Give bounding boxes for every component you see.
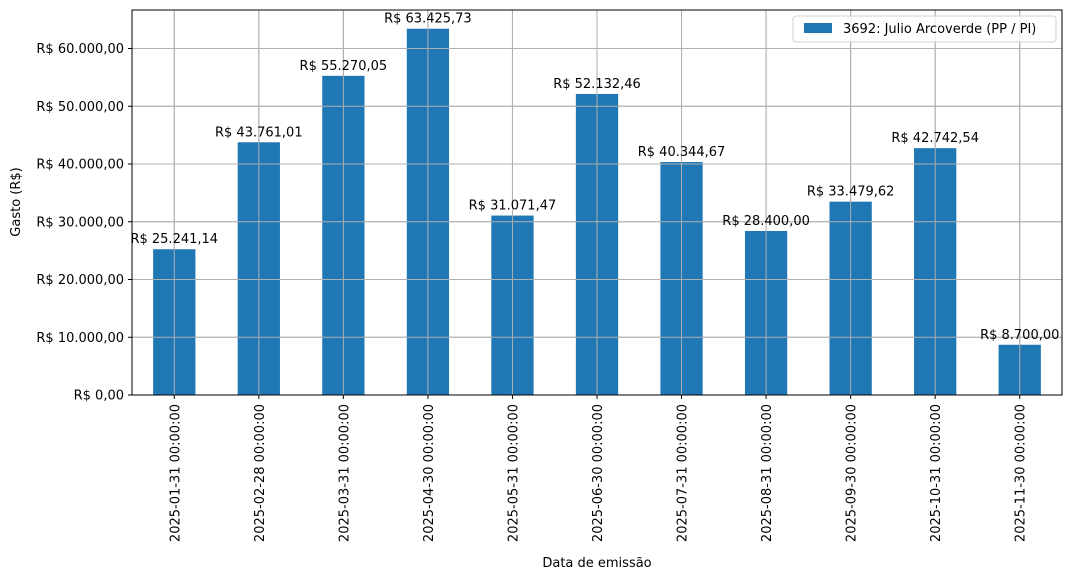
bar-value-label: R$ 33.479,62: [807, 185, 895, 200]
x-tick-label: 2025-08-31 00:00:00: [760, 404, 775, 542]
x-tick-label: 2025-03-31 00:00:00: [337, 404, 352, 542]
y-axis-label: Gasto (R$): [9, 167, 24, 236]
x-tick-label: 2025-06-30 00:00:00: [591, 404, 606, 542]
x-tick-label: 2025-09-30 00:00:00: [845, 404, 860, 542]
bar-value-label: R$ 63.425,73: [384, 12, 472, 27]
y-tick-label: R$ 40.000,00: [36, 158, 124, 173]
x-tick-label: 2025-04-30 00:00:00: [422, 404, 437, 542]
bar-value-label: R$ 40.344,67: [638, 145, 726, 160]
y-tick-label: R$ 10.000,00: [36, 331, 124, 346]
y-tick-label: R$ 60.000,00: [36, 42, 124, 57]
x-tick-label: 2025-07-31 00:00:00: [676, 404, 691, 542]
x-axis-label: Data de emissão: [542, 556, 651, 571]
x-tick-label: 2025-11-30 00:00:00: [1014, 404, 1029, 542]
x-tick-label: 2025-01-31 00:00:00: [168, 404, 183, 542]
y-tick-label: R$ 0,00: [74, 389, 124, 404]
y-tick-label: R$ 20.000,00: [36, 273, 124, 288]
legend: 3692: Julio Arcoverde (PP / PI): [792, 15, 1057, 43]
bar-value-label: R$ 25.241,14: [130, 232, 218, 247]
legend-box: [792, 15, 1057, 43]
legend-swatch: [804, 23, 832, 33]
bar-value-labels: R$ 25.241,14 R$ 43.761,01 R$ 55.270,05 R$ 6…: [130, 10, 1062, 396]
bar-value-label: R$ 55.270,05: [300, 59, 388, 74]
bar-value-label: R$ 8.700,00: [980, 328, 1059, 343]
x-tick-label: 2025-02-28 00:00:00: [253, 404, 268, 542]
bar-value-label: R$ 42.742,54: [891, 131, 979, 146]
y-axis: R$ 0,00 R$ 10.000,00 R$ 20.000,00 R$ 30.000…: [36, 42, 132, 404]
legend-entry: 3692: Julio Arcoverde (PP / PI): [843, 22, 1036, 37]
bar-value-label: R$ 52.132,46: [553, 77, 641, 92]
x-tick-label: 2025-10-31 00:00:00: [929, 404, 944, 542]
y-tick-label: R$ 30.000,00: [36, 215, 124, 230]
x-tick-label: 2025-05-31 00:00:00: [506, 404, 521, 542]
y-tick-label: R$ 50.000,00: [36, 100, 124, 115]
bar-value-label: R$ 28.400,00: [722, 214, 810, 229]
bar-value-label: R$ 31.071,47: [469, 199, 557, 214]
bar-value-label: R$ 43.761,01: [215, 125, 303, 140]
x-axis: 2025-01-31 00:00:00 2025-02-28 00:00:00 20…: [168, 395, 1029, 542]
